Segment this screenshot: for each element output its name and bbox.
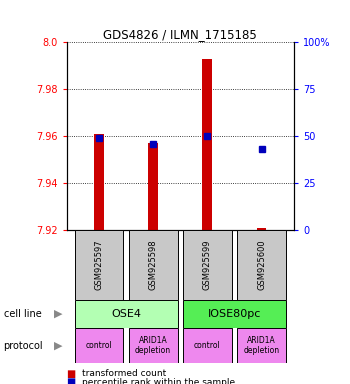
Bar: [237, 328, 286, 363]
Text: protocol: protocol: [4, 341, 43, 351]
Bar: [94, 134, 104, 230]
Bar: [183, 300, 286, 328]
Text: ▶: ▶: [54, 341, 63, 351]
Text: cell line: cell line: [4, 309, 41, 319]
Bar: [129, 230, 177, 300]
Bar: [257, 228, 266, 230]
Text: ARID1A
depletion: ARID1A depletion: [244, 336, 280, 355]
Text: GSM925599: GSM925599: [203, 240, 212, 290]
Bar: [75, 230, 124, 300]
Text: ■: ■: [66, 369, 76, 379]
Text: OSE4: OSE4: [111, 309, 141, 319]
Text: ■: ■: [66, 377, 76, 384]
Text: GSM925598: GSM925598: [149, 240, 158, 290]
Bar: [148, 143, 158, 230]
Text: control: control: [86, 341, 112, 350]
Text: control: control: [194, 341, 221, 350]
Bar: [129, 328, 177, 363]
Text: GSM925600: GSM925600: [257, 240, 266, 290]
Bar: [183, 328, 232, 363]
Text: percentile rank within the sample: percentile rank within the sample: [82, 377, 235, 384]
Text: transformed count: transformed count: [82, 369, 167, 378]
Bar: [183, 230, 232, 300]
Text: ARID1A
depletion: ARID1A depletion: [135, 336, 171, 355]
Text: IOSE80pc: IOSE80pc: [208, 309, 261, 319]
Bar: [75, 328, 124, 363]
Bar: [75, 300, 177, 328]
Text: GSM925597: GSM925597: [94, 240, 104, 290]
Bar: [202, 59, 212, 230]
Title: GDS4826 / ILMN_1715185: GDS4826 / ILMN_1715185: [103, 28, 257, 41]
Bar: [237, 230, 286, 300]
Text: ▶: ▶: [54, 309, 63, 319]
